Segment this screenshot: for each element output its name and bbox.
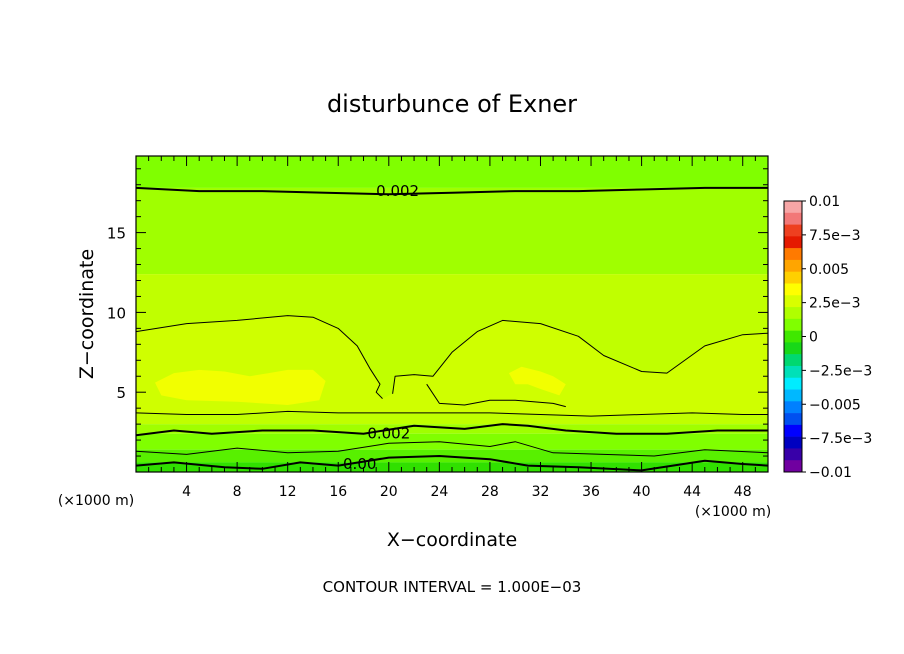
contour-label: 0.002 [367,425,410,443]
colorbar-swatch [784,283,802,296]
contour-line [136,410,768,417]
x-axis-label: X−coordinate [387,529,517,551]
x-tick-label: 24 [430,484,448,500]
colorbar-swatch [784,307,802,320]
colorbar-label: −2.5e−3 [809,363,872,379]
colorbar-label: 0 [809,330,818,346]
colorbar-swatch [784,413,802,426]
colorbar: 0.01 7.5e−3 0.005 2.5e−3 0 −2.5e−3 −0.005 −7.5e… [783,194,872,481]
colorbar-swatch [784,259,802,272]
y-tick-label: 15 [107,225,126,243]
fill-band [136,156,768,188]
contour-line [136,315,383,399]
x-unit-right: (×1000 m) [695,504,771,520]
contour-line [426,383,566,408]
x-tick-label: 48 [734,484,752,500]
colorbar-swatch [784,201,802,214]
colorbar-swatch [784,436,802,449]
y-tick-label: 10 [107,304,126,322]
contour-lines [136,186,768,472]
colorbar-swatch [784,342,802,355]
colorbar-swatch [784,318,802,331]
x-tick-label: 28 [481,484,499,500]
colorbar-swatch [784,354,802,367]
colorbar-swatch [784,365,802,379]
x-tick-label: 4 [182,484,191,500]
x-tick-label: 16 [329,484,347,500]
colorbar-swatch [784,377,802,390]
colorbar-swatch [784,212,802,225]
x-tick-label: 12 [279,484,297,500]
y-tick-label: 5 [116,384,126,402]
chart-title: disturbunce of Exner [327,90,577,118]
contour-line [136,186,768,196]
colorbar-label: −0.005 [809,397,861,413]
colorbar-swatch [784,236,802,249]
colorbar-swatch [784,248,802,261]
x-tick-label: 20 [380,484,398,500]
contour-interval-note: CONTOUR INTERVAL = 1.000E−03 [323,578,582,596]
x-tick-label: 40 [633,484,651,500]
colorbar-label: 0.005 [809,262,849,278]
colorbar-swatch [784,330,802,343]
colorbar-swatch [784,389,802,402]
colorbar-label: 0.01 [809,194,840,210]
fill-region [155,369,326,405]
colorbar-label: 2.5e−3 [809,296,861,312]
colorbar-swatch [784,224,802,237]
colorbar-label: 7.5e−3 [809,228,861,244]
contour-line [392,319,768,394]
contour-line [136,441,768,457]
contour-labels: 0.002 0.002 0.00 [343,182,419,473]
x-unit-left: (×1000 m) [58,493,134,509]
colorbar-swatch [784,401,802,414]
fill-band [136,433,768,450]
colorbar-swatch [784,424,802,437]
plot-area: 0.002 0.002 0.00 [135,155,769,473]
x-tick-label: 8 [233,484,242,500]
colorbar-swatch [784,460,802,473]
contour-fill-regions [136,315,768,417]
contour-line [136,423,768,437]
x-tick-label: 32 [532,484,550,500]
y-axis: 5 10 15 [107,168,768,457]
x-tick-label: 44 [683,484,701,500]
colorbar-swatch [784,448,802,461]
colorbar-swatch [784,295,802,308]
fill-band [136,187,768,275]
fill-band [136,412,768,425]
fill-region [508,366,566,396]
contour-label: 0.00 [343,455,376,473]
contour-label: 0.002 [376,182,419,200]
colorbar-label: −0.01 [809,465,852,481]
x-axis: 4 8 12 16 20 24 28 32 36 40 44 48 [148,156,756,500]
colorbar-label: −7.5e−3 [809,431,872,447]
x-tick-label: 36 [582,484,600,500]
contour-fill-bands [136,156,768,472]
colorbar-swatch [784,271,802,284]
y-axis-label: Z−coordinate [76,249,98,379]
